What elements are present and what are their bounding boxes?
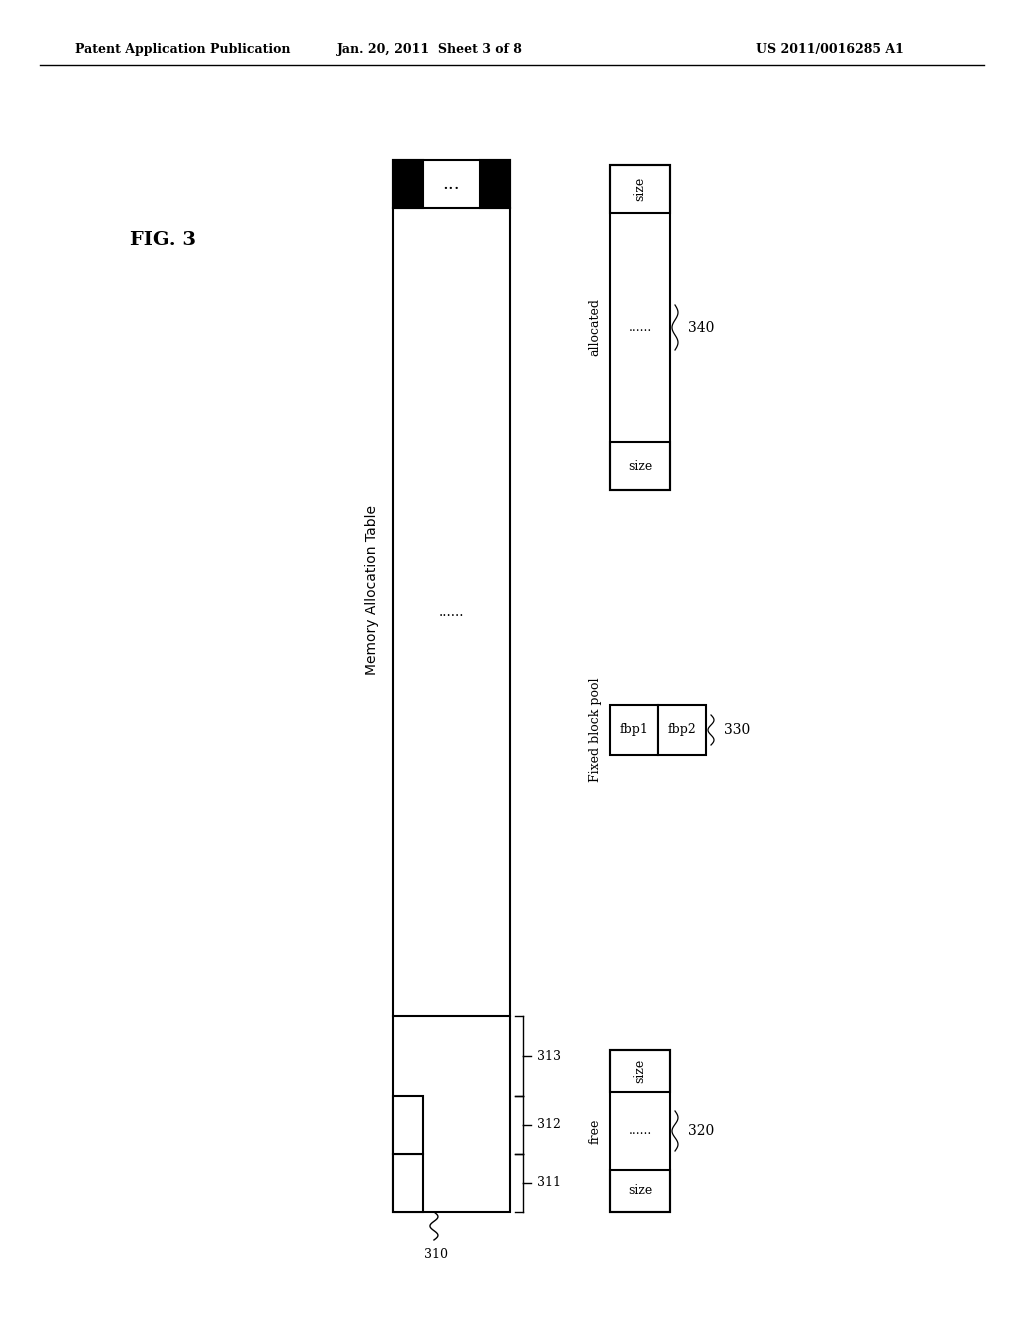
Bar (610, 165, 670, 213)
Text: size: size (628, 1184, 652, 1197)
Text: allocated: allocated (589, 298, 601, 356)
Text: Memory Allocation Table: Memory Allocation Table (365, 506, 379, 675)
Text: 313: 313 (537, 1049, 561, 1063)
Text: Fixed block pool: Fixed block pool (589, 677, 601, 783)
Bar (393, 160, 510, 1212)
Bar (480, 160, 510, 209)
Bar (610, 1170, 670, 1212)
Text: 310: 310 (424, 1247, 447, 1261)
Text: Jan. 20, 2011  Sheet 3 of 8: Jan. 20, 2011 Sheet 3 of 8 (337, 44, 523, 57)
Text: 311: 311 (537, 1176, 561, 1189)
Text: ...: ... (442, 176, 461, 193)
Text: fbp1: fbp1 (620, 723, 648, 737)
Text: ......: ...... (438, 605, 464, 619)
Bar (658, 705, 706, 755)
Text: 312: 312 (537, 1118, 561, 1131)
Text: free: free (589, 1118, 601, 1143)
Text: ......: ...... (629, 321, 651, 334)
Text: US 2011/0016285 A1: US 2011/0016285 A1 (756, 44, 904, 57)
Bar (610, 442, 670, 490)
Text: ......: ...... (629, 1125, 651, 1138)
Text: size: size (634, 1059, 646, 1084)
Bar (393, 160, 423, 209)
Bar (610, 165, 670, 490)
Text: Patent Application Publication: Patent Application Publication (75, 44, 291, 57)
Text: size: size (628, 459, 652, 473)
Bar (393, 1154, 423, 1212)
Text: FIG. 3: FIG. 3 (130, 231, 196, 249)
Text: 340: 340 (688, 321, 715, 334)
Bar (610, 1049, 670, 1092)
Text: 330: 330 (724, 723, 751, 737)
Bar (393, 1096, 423, 1154)
Text: 320: 320 (688, 1125, 715, 1138)
Bar (610, 705, 658, 755)
Text: size: size (634, 177, 646, 201)
Bar (610, 1049, 670, 1212)
Text: fbp2: fbp2 (668, 723, 696, 737)
